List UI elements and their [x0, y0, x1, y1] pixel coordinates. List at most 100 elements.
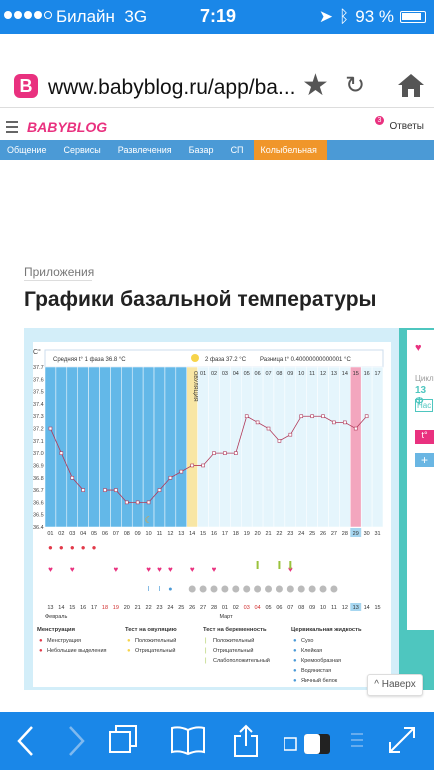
tabs-icon[interactable]: [108, 724, 140, 756]
nav-item[interactable]: Общение: [7, 145, 47, 155]
medication-icon: [221, 585, 229, 593]
day-column: [328, 366, 340, 528]
day-column: [306, 366, 318, 528]
temperature-point: [179, 469, 184, 474]
nav-item[interactable]: Колыбельная: [253, 140, 327, 160]
temperature-point: [244, 414, 249, 419]
fullscreen-icon[interactable]: [386, 724, 418, 756]
top-day-label: 08: [276, 371, 282, 377]
home-icon[interactable]: [396, 72, 426, 98]
menstruation-drop-icon: ●: [59, 543, 64, 552]
intercourse-heart-icon: ♥: [288, 565, 293, 574]
calendar-date-label: 23: [156, 605, 162, 611]
replies-link[interactable]: Ответы: [389, 121, 424, 132]
nav-item[interactable]: Развлечения: [117, 145, 172, 155]
temperature-button[interactable]: t°: [415, 430, 434, 444]
x-tick-label: 15: [200, 531, 206, 537]
status-bar: Билайн 3G 7:19 ➤ ᛒ 93 %: [0, 0, 434, 34]
day-column: [295, 366, 307, 528]
day-column: [262, 366, 275, 528]
phase2-average: 2 фаза 37.2 °C: [205, 357, 247, 363]
cervical-fluid-icon: ●: [168, 586, 172, 593]
menstruation-drop-icon: ●: [81, 543, 86, 552]
legend-symbol: ●: [127, 638, 131, 644]
legend-item: Небольшие выделения: [47, 648, 107, 654]
day-column: [88, 366, 100, 528]
day-column: [197, 366, 209, 528]
legend-symbol: |: [205, 658, 207, 664]
highlight-day-box: [350, 528, 362, 537]
bookmarks-icon[interactable]: [170, 724, 206, 756]
x-tick-label: 24: [298, 531, 304, 537]
sun-icon: [191, 354, 199, 362]
calendar-date-label: 18: [102, 605, 108, 611]
share-icon[interactable]: [232, 724, 260, 758]
x-tick-label: 13: [178, 531, 184, 537]
breadcrumb[interactable]: Приложения: [24, 265, 95, 279]
menu-icon[interactable]: [6, 121, 18, 136]
heart-icon[interactable]: ♥: [415, 342, 422, 354]
calendar-date-label: 25: [178, 605, 184, 611]
calendar-date-label: 10: [320, 605, 326, 611]
calendar-date-label: 17: [91, 605, 97, 611]
legend-item: Положительный: [135, 637, 176, 644]
y-tick-label: 36.7: [33, 488, 44, 494]
nav-item[interactable]: СП: [230, 145, 244, 155]
bookmark-star-icon[interactable]: ★: [302, 69, 329, 102]
temperature-point: [168, 475, 173, 480]
day-column: [99, 366, 111, 528]
day-column: [360, 366, 373, 528]
y-tick-label: 37.0: [33, 451, 44, 457]
reader-toggle-icon[interactable]: [284, 734, 330, 754]
medication-icon: [275, 585, 283, 593]
settings-button[interactable]: Нас: [415, 399, 434, 412]
intercourse-heart-icon: ♥: [48, 565, 53, 574]
intercourse-heart-icon: ♥: [212, 565, 217, 574]
day-column: [55, 366, 68, 528]
legend-symbol: ●: [293, 638, 297, 644]
temperature-point: [223, 451, 227, 455]
highlight-date-box: [350, 603, 362, 611]
cervical-fluid-icon: I: [159, 586, 161, 593]
medication-icon: [210, 585, 218, 593]
calendar-date-label: 24: [167, 605, 173, 611]
y-tick-label: 37.3: [33, 414, 44, 420]
day-column: [230, 366, 242, 528]
reload-icon[interactable]: ↻: [345, 72, 366, 99]
medication-icon: [319, 585, 327, 593]
calendar-date-label: 14: [58, 605, 64, 611]
url-field[interactable]: www.babyblog.ru/app/ba...: [48, 76, 296, 99]
back-icon[interactable]: [16, 724, 36, 758]
temperature-point: [277, 439, 282, 443]
site-logo[interactable]: BABYBLOG: [27, 119, 108, 135]
top-day-label: 14: [342, 371, 348, 377]
y-tick-label: 37.6: [33, 377, 44, 383]
medication-icon: [297, 585, 305, 593]
back-to-top-button[interactable]: ^ Наверх: [367, 674, 423, 696]
nav-item[interactable]: Сервисы: [63, 145, 101, 155]
site-nav: Общение Сервисы Развлечения Базар СП Колыбель…: [0, 140, 434, 160]
intercourse-heart-icon: ♥: [70, 565, 75, 574]
menu-lines-icon[interactable]: [350, 724, 364, 756]
temperature-point: [288, 432, 293, 437]
x-tick-label: 17: [222, 531, 228, 537]
x-tick-label: 10: [146, 531, 152, 537]
temperature-point: [157, 488, 162, 492]
x-tick-label: 23: [287, 531, 293, 537]
day-column: [371, 366, 384, 528]
calendar-date-label: 19: [113, 605, 119, 611]
legend-item: Водянистая: [301, 668, 331, 674]
intercourse-heart-icon: ♥: [190, 565, 195, 574]
forward-icon[interactable]: [66, 724, 86, 758]
add-button[interactable]: +: [415, 453, 434, 467]
cycle-side-card: ♥ Цикл 13 Ф Нас t° +: [407, 330, 434, 630]
temperature-point: [201, 463, 205, 468]
legend-item: Яичный белок: [301, 677, 338, 684]
pregnancy-test-mark: [256, 561, 259, 569]
x-tick-label: 06: [102, 531, 108, 537]
replies-count-badge: 3: [375, 116, 384, 125]
day-column: [164, 366, 177, 528]
temperature-point: [299, 414, 304, 419]
y-tick-label: 36.9: [33, 463, 44, 469]
nav-item[interactable]: Базар: [188, 145, 214, 155]
